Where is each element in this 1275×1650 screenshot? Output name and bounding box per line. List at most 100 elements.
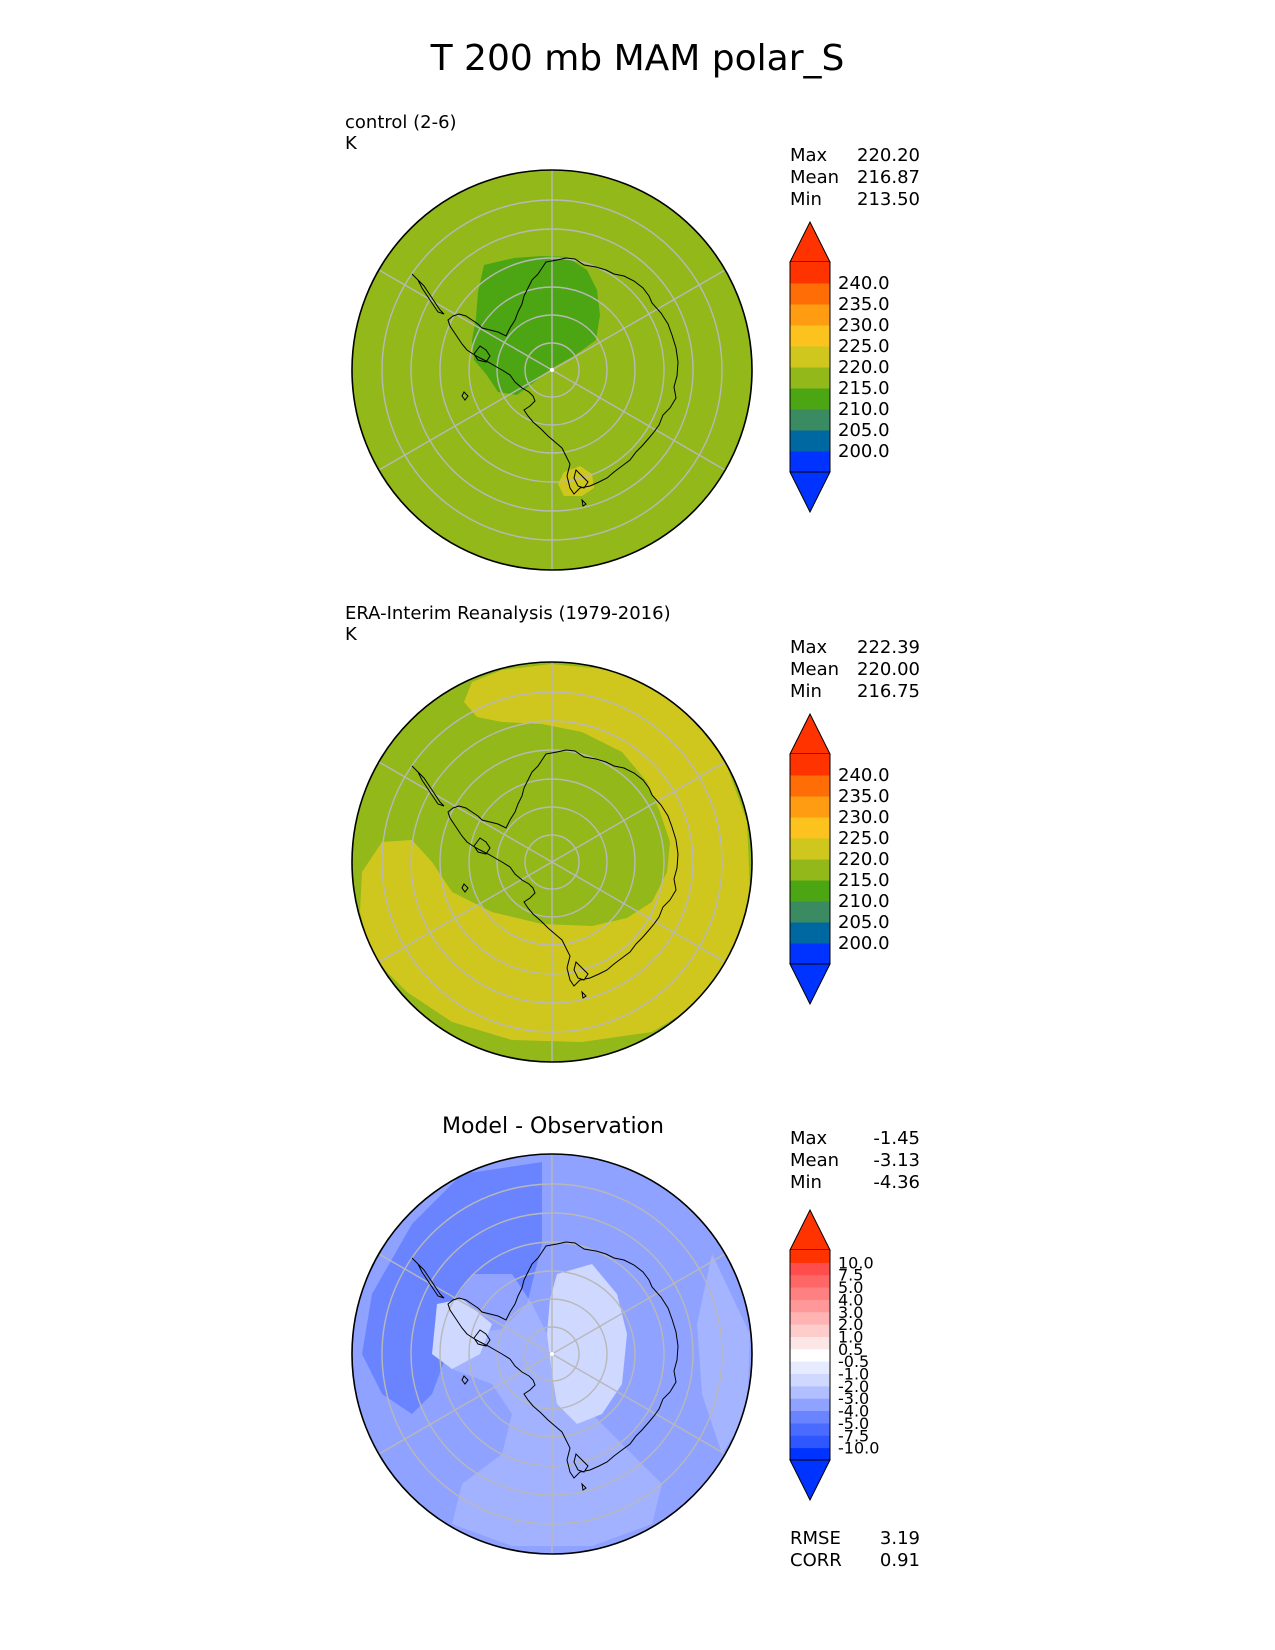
colorbar-3-bin (790, 1287, 830, 1300)
stat-label: Mean (790, 1150, 840, 1171)
colorbar-3-tick-label: 0.5 (838, 1340, 863, 1359)
colorbar-1-under-arrow (789, 471, 831, 514)
stat-label: Max (790, 145, 828, 166)
colorbar-2-tick-label: 210.0 (838, 891, 890, 912)
colorbar-1-tick-label: 215.0 (838, 378, 890, 399)
colorbar-1-bin (790, 283, 830, 305)
colorbar-2-bin (790, 796, 830, 818)
panel-2-colorbar: 240.0235.0230.0225.0220.0215.0210.0205.0… (789, 712, 890, 1006)
colorbar-1-over-arrow (789, 220, 831, 263)
stat-value: -4.36 (873, 1172, 920, 1193)
colorbar-2-tick-label: 230.0 (838, 807, 890, 828)
panel-1-title: control (2-6) (345, 112, 457, 133)
colorbar-1-tick-label: 235.0 (838, 294, 890, 315)
colorbar-1-bin (790, 388, 830, 410)
colorbar-1-bin (790, 346, 830, 368)
colorbar-2-bin (790, 817, 830, 839)
weak-anomaly-east-edge (697, 1254, 750, 1454)
colorbar-2-tick-label: 205.0 (838, 912, 890, 933)
colorbar-3-tick-label: 5.0 (838, 1278, 863, 1297)
colorbar-2-bin (790, 922, 830, 944)
colorbar-3-bin (790, 1398, 830, 1412)
colorbar-3-tick-label: -7.5 (838, 1426, 869, 1445)
colorbar-1-bin (790, 367, 830, 389)
colorbar-3-tick-label: 7.5 (838, 1266, 863, 1285)
stat-label: Min (790, 189, 822, 210)
colorbar-1-tick-label: 240.0 (838, 273, 890, 294)
colorbar-1-bin (790, 409, 830, 431)
metric-value: 0.91 (879, 1550, 920, 1571)
panel-1-units: K (345, 133, 357, 154)
colorbar-1-tick-label: 220.0 (838, 357, 890, 378)
stat-label: Min (790, 1172, 822, 1193)
colorbar-2-bin (790, 775, 830, 797)
panel-3-map (351, 1153, 753, 1555)
stat-label: Mean (790, 659, 840, 680)
colorbar-3-bin (790, 1299, 830, 1313)
colorbar-2-bin (790, 754, 830, 776)
panel-1-title-block: control (2-6) K (345, 112, 457, 154)
colorbar-3-bin (790, 1348, 830, 1362)
stat-value: 220.20 (857, 145, 920, 166)
colorbar-1-tick-label: 210.0 (838, 399, 890, 420)
colorbar-2-bin (790, 859, 830, 881)
colorbar-3-bin (790, 1250, 830, 1263)
moderate-anomaly-east (612, 1174, 712, 1324)
colorbar-2-over-arrow (789, 712, 831, 755)
colorbar-3-bin (790, 1336, 830, 1350)
colorbar-2-bin (790, 880, 830, 902)
colorbar-2-tick-label: 220.0 (838, 849, 890, 870)
colorbar-3-bin (790, 1385, 830, 1399)
colorbar-3-tick-label: 1.0 (838, 1327, 863, 1346)
colorbar-2-bin (790, 838, 830, 860)
panel-3-title: Model - Observation (442, 1114, 664, 1139)
colorbar-2-tick-label: 200.0 (838, 933, 890, 954)
colorbar-3-tick-label: -1.0 (838, 1365, 869, 1384)
cold-region (472, 256, 600, 395)
metric-label: CORR (790, 1550, 842, 1571)
colorbar-3-tick-label: -2.0 (838, 1377, 869, 1396)
colorbar-3-tick-label: 2.0 (838, 1315, 863, 1334)
south-pole-marker (550, 368, 554, 372)
panel-3-stats: Max -1.45 Mean -3.13 Min -4.36 (790, 1128, 920, 1194)
colorbar-3-tick-label: -4.0 (838, 1402, 869, 1421)
stat-value: 222.39 (857, 637, 920, 658)
colorbar-1-bin (790, 430, 830, 452)
panel-1-stats: Max 220.20 Mean 216.87 Min 213.50 (790, 145, 920, 211)
colorbar-3-bin (790, 1410, 830, 1424)
colorbar-3-bin (790, 1422, 830, 1436)
cold-anomaly-west (362, 1162, 542, 1414)
colorbar-3-bin (790, 1373, 830, 1387)
panel-1-map (351, 169, 753, 571)
stat-value: 216.75 (857, 681, 920, 702)
stat-value: 213.50 (857, 189, 920, 210)
colorbar-3-bin (790, 1435, 830, 1449)
colorbar-3-tick-label: -5.0 (838, 1414, 869, 1433)
map-boundary (351, 169, 753, 571)
graticule (378, 662, 726, 1062)
colorbar-3-bin (790, 1447, 830, 1461)
colorbar-1-tick-label: 230.0 (838, 315, 890, 336)
colorbar-2-bin (790, 943, 830, 965)
colorbar-3-bin (790, 1324, 830, 1337)
colorbar-2-bin (790, 901, 830, 923)
weak-anomaly-core (547, 1264, 627, 1424)
stat-value: -3.13 (873, 1150, 920, 1171)
stat-value: -1.45 (873, 1128, 920, 1149)
colorbar-1-tick-label: 225.0 (838, 336, 890, 357)
colorbar-1-bin (790, 262, 830, 284)
map-boundary (351, 1153, 753, 1555)
warm-band (360, 664, 750, 1042)
stat-value: 216.87 (857, 167, 920, 188)
colorbar-2-tick-label: 215.0 (838, 870, 890, 891)
panel-2-map (351, 661, 753, 1063)
stat-value: 220.00 (857, 659, 920, 680)
colorbar-2-tick-label: 225.0 (838, 828, 890, 849)
colorbar-3-bin (790, 1274, 830, 1288)
panel-2-title-block: ERA-Interim Reanalysis (1979-2016) K (345, 603, 671, 645)
colorbar-3-tick-label: 10.0 (838, 1253, 874, 1272)
colorbar-3-tick-label: -3.0 (838, 1389, 869, 1408)
colorbar-3-tick-label: 4.0 (838, 1290, 863, 1309)
panel-3-colorbar: 10.07.55.04.03.02.01.00.5-0.5-1.0-2.0-3.… (789, 1208, 879, 1502)
colorbar-3-bin (790, 1311, 830, 1325)
